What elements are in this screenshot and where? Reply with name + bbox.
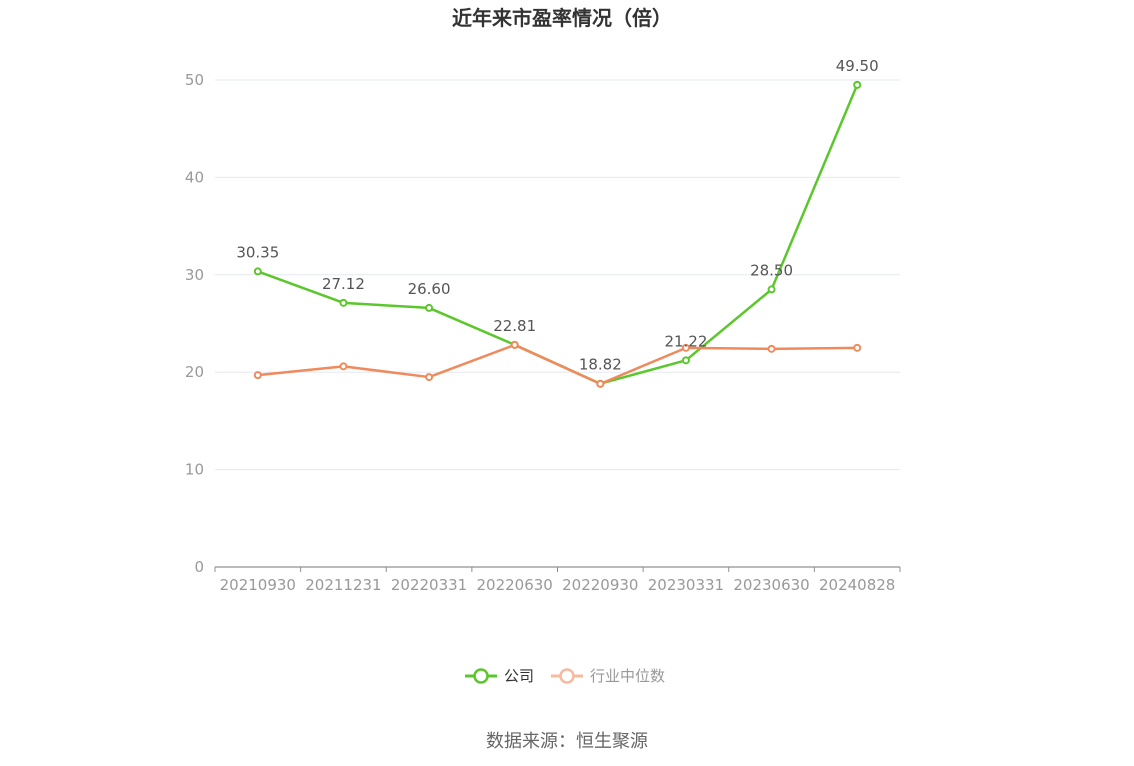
legend-item-industry-median[interactable]: 行业中位数 [551, 667, 665, 685]
data-labels: 30.35 27.12 26.60 22.81 18.82 21.22 28.50 49.50 [236, 57, 878, 374]
series-layer [253, 80, 862, 388]
series-line [257, 84, 859, 385]
data-label: 49.50 [836, 57, 879, 75]
x-tick-label: 20220930 [562, 576, 638, 594]
data-point[interactable] [253, 267, 262, 276]
data-point[interactable] [510, 340, 519, 349]
x-tick-label: 20211231 [305, 576, 381, 594]
data-point[interactable] [339, 298, 348, 307]
y-axis: 0 10 20 30 40 50 [185, 71, 204, 576]
y-tick-label: 10 [185, 461, 204, 479]
x-tick-label: 20230331 [648, 576, 724, 594]
legend-marker-icon [559, 668, 575, 684]
legend-label: 公司 [504, 667, 534, 685]
x-tick-label: 20210930 [220, 576, 296, 594]
legend-marker-icon [473, 668, 489, 684]
y-tick-label: 50 [185, 71, 204, 89]
data-point[interactable] [681, 343, 690, 352]
data-label: 30.35 [236, 243, 279, 261]
data-point[interactable] [853, 343, 862, 352]
x-axis: 20210930 20211231 20220331 20220630 20220930… [214, 566, 901, 594]
y-tick-label: 30 [185, 266, 204, 284]
data-point[interactable] [425, 303, 434, 312]
chart-title: 近年来市盈率情况（倍） [452, 6, 672, 30]
data-label: 27.12 [322, 275, 365, 293]
data-point[interactable] [596, 379, 605, 388]
data-point[interactable] [853, 80, 862, 89]
data-point[interactable] [767, 285, 776, 294]
x-tick-label: 20220630 [477, 576, 553, 594]
source-note: 数据来源：恒生聚源 [486, 731, 648, 752]
data-label: 18.82 [579, 356, 622, 374]
x-tick-label: 20220331 [391, 576, 467, 594]
data-label: 22.81 [493, 317, 536, 335]
data-point[interactable] [681, 356, 690, 365]
y-tick-label: 0 [194, 558, 204, 576]
series-industry-median [253, 340, 862, 388]
x-tick-label: 20230630 [733, 576, 809, 594]
data-point[interactable] [767, 344, 776, 353]
data-point[interactable] [425, 373, 434, 382]
series-line [257, 343, 858, 386]
grid-lines [215, 79, 900, 471]
legend-label: 行业中位数 [590, 667, 665, 685]
data-point[interactable] [339, 362, 348, 371]
data-point[interactable] [253, 371, 262, 380]
y-tick-label: 20 [185, 363, 204, 381]
series-company [253, 80, 862, 388]
data-label: 21.22 [664, 332, 707, 350]
y-tick-label: 40 [185, 168, 204, 186]
x-tick-label: 20240828 [819, 576, 895, 594]
legend-item-company[interactable]: 公司 [465, 667, 534, 685]
data-label: 28.50 [750, 261, 793, 279]
data-label: 26.60 [408, 280, 451, 298]
legend[interactable]: 公司 行业中位数 [465, 667, 665, 685]
